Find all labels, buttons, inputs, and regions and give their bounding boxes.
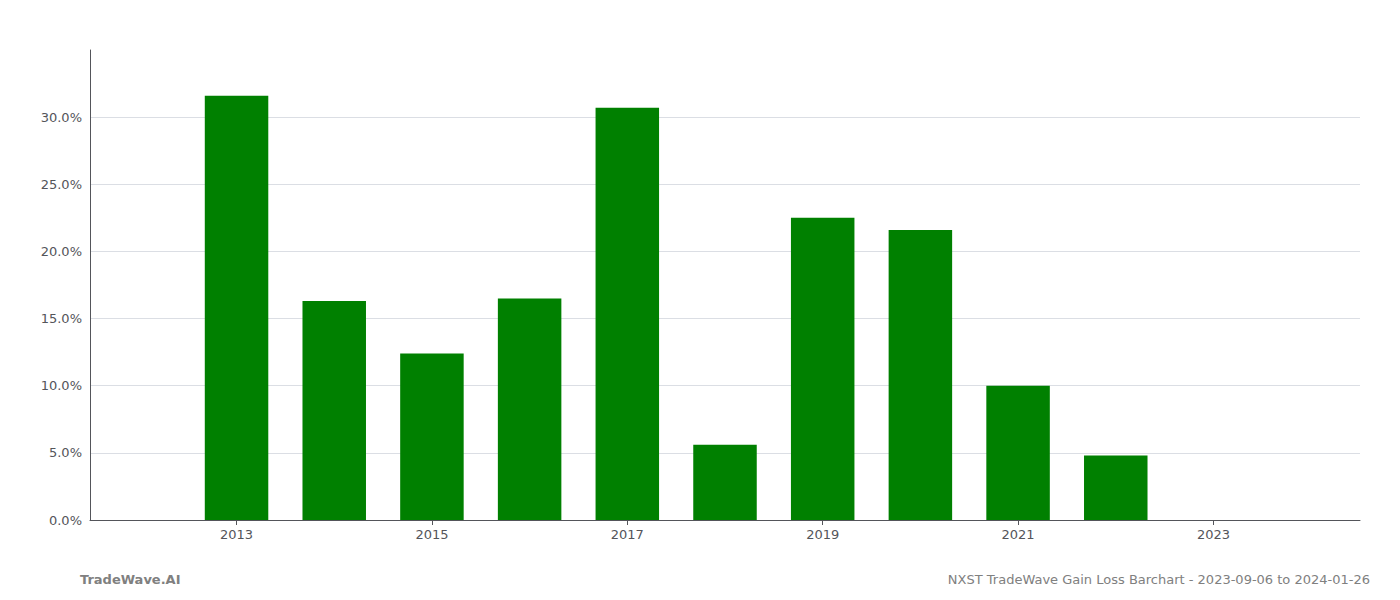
svg-text:20.0%: 20.0% xyxy=(41,244,82,259)
svg-text:2017: 2017 xyxy=(611,527,644,542)
svg-text:30.0%: 30.0% xyxy=(41,110,82,125)
svg-text:2013: 2013 xyxy=(220,527,253,542)
svg-text:TradeWave.AI: TradeWave.AI xyxy=(80,572,181,587)
svg-text:15.0%: 15.0% xyxy=(41,311,82,326)
svg-text:2021: 2021 xyxy=(1002,527,1035,542)
svg-text:2019: 2019 xyxy=(806,527,839,542)
svg-text:10.0%: 10.0% xyxy=(41,378,82,393)
svg-text:2015: 2015 xyxy=(415,527,448,542)
svg-text:2023: 2023 xyxy=(1197,527,1230,542)
svg-text:NXST TradeWave Gain Loss Barch: NXST TradeWave Gain Loss Barchart - 2023… xyxy=(948,572,1370,587)
svg-text:25.0%: 25.0% xyxy=(41,177,82,192)
svg-text:0.0%: 0.0% xyxy=(49,513,82,528)
svg-text:5.0%: 5.0% xyxy=(49,445,82,460)
